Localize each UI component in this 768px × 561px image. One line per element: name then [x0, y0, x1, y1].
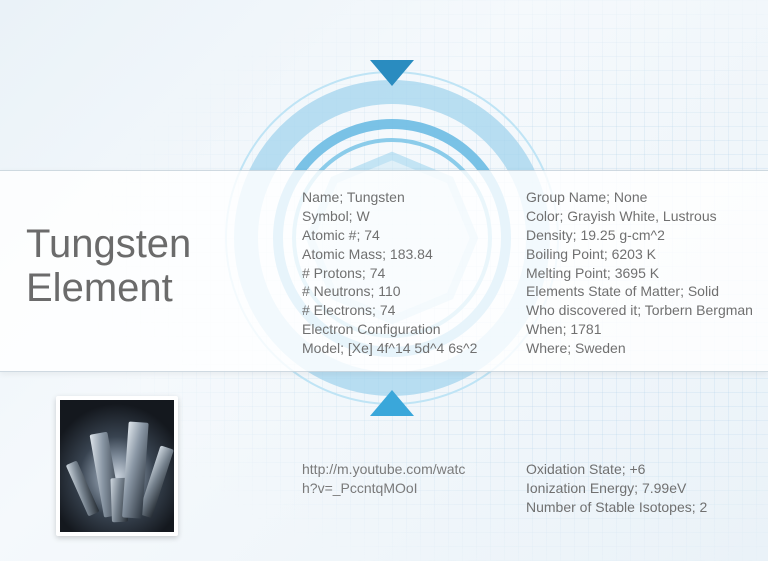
- prop-line: Number of Stable Isotopes; 2: [526, 498, 756, 517]
- slide-title: Tungsten Element: [26, 222, 191, 310]
- prop-line: Symbol; W: [302, 207, 512, 226]
- extra-properties: Oxidation State; +6 Ionization Energy; 7…: [526, 460, 756, 517]
- prop-line: Atomic #; 74: [302, 226, 512, 245]
- arrow-up-icon: [370, 390, 414, 416]
- prop-line: Density; 19.25 g-cm^2: [526, 226, 756, 245]
- prop-line: Color; Grayish White, Lustrous: [526, 207, 756, 226]
- prop-line: Who discovered it; Torbern Bergman: [526, 301, 756, 320]
- prop-line: Name; Tungsten: [302, 188, 512, 207]
- properties-column-left: Name; Tungsten Symbol; W Atomic #; 74 At…: [302, 188, 512, 358]
- video-link[interactable]: http://m.youtube.com/watch?v=_PccntqMOoI: [302, 460, 472, 498]
- element-photo: [56, 396, 178, 536]
- prop-line: Ionization Energy; 7.99eV: [526, 479, 756, 498]
- prop-line: # Protons; 74: [302, 264, 512, 283]
- prop-line: When; 1781: [526, 320, 756, 339]
- prop-line: Atomic Mass; 183.84: [302, 245, 512, 264]
- prop-line: Where; Sweden: [526, 339, 756, 358]
- prop-line: Electron Configuration: [302, 320, 512, 339]
- arrow-down-icon: [370, 60, 414, 86]
- prop-line: # Neutrons; 110: [302, 282, 512, 301]
- properties-column-right: Group Name; None Color; Grayish White, L…: [526, 188, 756, 358]
- prop-line: Model; [Xe] 4f^14 5d^4 6s^2: [302, 339, 512, 358]
- prop-line: Oxidation State; +6: [526, 460, 756, 479]
- prop-line: Melting Point; 3695 K: [526, 264, 756, 283]
- prop-line: Boiling Point; 6203 K: [526, 245, 756, 264]
- prop-line: Elements State of Matter; Solid: [526, 282, 756, 301]
- prop-line: Group Name; None: [526, 188, 756, 207]
- prop-line: # Electrons; 74: [302, 301, 512, 320]
